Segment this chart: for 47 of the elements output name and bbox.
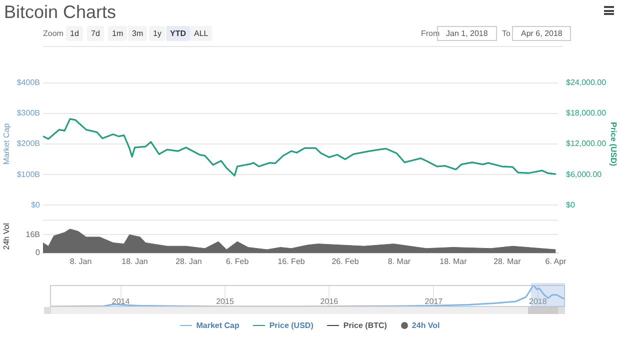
y2-tick-label: $0 — [566, 200, 576, 210]
x-tick-label: 2014 — [112, 297, 130, 306]
y2-tick-label: $6,000.00 — [566, 170, 602, 179]
text: 1y — [149, 26, 166, 41]
chart-title: Bitcoin Charts — [4, 2, 116, 23]
x-tick-label: 2016 — [320, 297, 339, 306]
x-tick-label: 28. Jan — [176, 257, 202, 266]
legend-label: Price (BTC) — [343, 321, 387, 330]
y2-axis-title: Price (USD) — [608, 122, 618, 166]
x-tick-label: 6. Feb — [226, 257, 250, 266]
legend-label: 24h Vol — [412, 321, 440, 330]
x-tick-label: 26. Feb — [332, 257, 360, 266]
y-tick-label: $300B — [16, 108, 40, 118]
x-tick-label: 2018 — [528, 297, 548, 306]
y2-tick-label: $18,000.00 — [566, 108, 607, 118]
legend-label: Price (USD) — [269, 321, 314, 330]
text: Jan 1, 2018 — [446, 29, 488, 38]
text: Apr 6, 2018 — [512, 26, 572, 41]
text: 1d — [66, 26, 83, 41]
y2-tick-label: $24,000.00 — [566, 78, 607, 88]
text: Zoom — [43, 29, 64, 38]
y2-tick-label: $12,000.00 — [566, 139, 607, 148]
x-tick-label: 6. Apr — [545, 257, 567, 266]
x-tick-label: 2015 — [216, 297, 234, 306]
legend-label: Market Cap — [196, 321, 240, 330]
y-tick-label: $400B — [16, 78, 40, 88]
y-axis-title: Market Cap — [2, 122, 12, 165]
y-axis-title: 24h Vol — [2, 222, 12, 250]
text: YTD — [166, 26, 190, 41]
x-tick-label: 8. Mar — [388, 257, 411, 266]
y-tick-label: $100B — [16, 170, 40, 179]
y-tick-label: 16B — [26, 230, 40, 239]
y-tick-label: 0 — [36, 248, 41, 258]
x-tick-label: 28. Mar — [494, 257, 522, 266]
text: To — [502, 29, 510, 38]
x-tick-label: 2017 — [424, 297, 444, 306]
x-tick-label: 16. Feb — [278, 257, 306, 266]
x-tick-label: 18. Mar — [440, 257, 468, 266]
text: 1m — [108, 26, 128, 41]
y-tick-label: $0 — [31, 200, 41, 210]
y-tick-label: $200B — [16, 139, 40, 148]
text: From — [421, 29, 440, 38]
text: 7d — [87, 26, 104, 41]
text: ALL — [190, 26, 212, 41]
x-tick-label: 8. Jan — [70, 257, 92, 266]
text: 3m — [128, 26, 148, 41]
x-tick-label: 18. Jan — [122, 257, 148, 266]
